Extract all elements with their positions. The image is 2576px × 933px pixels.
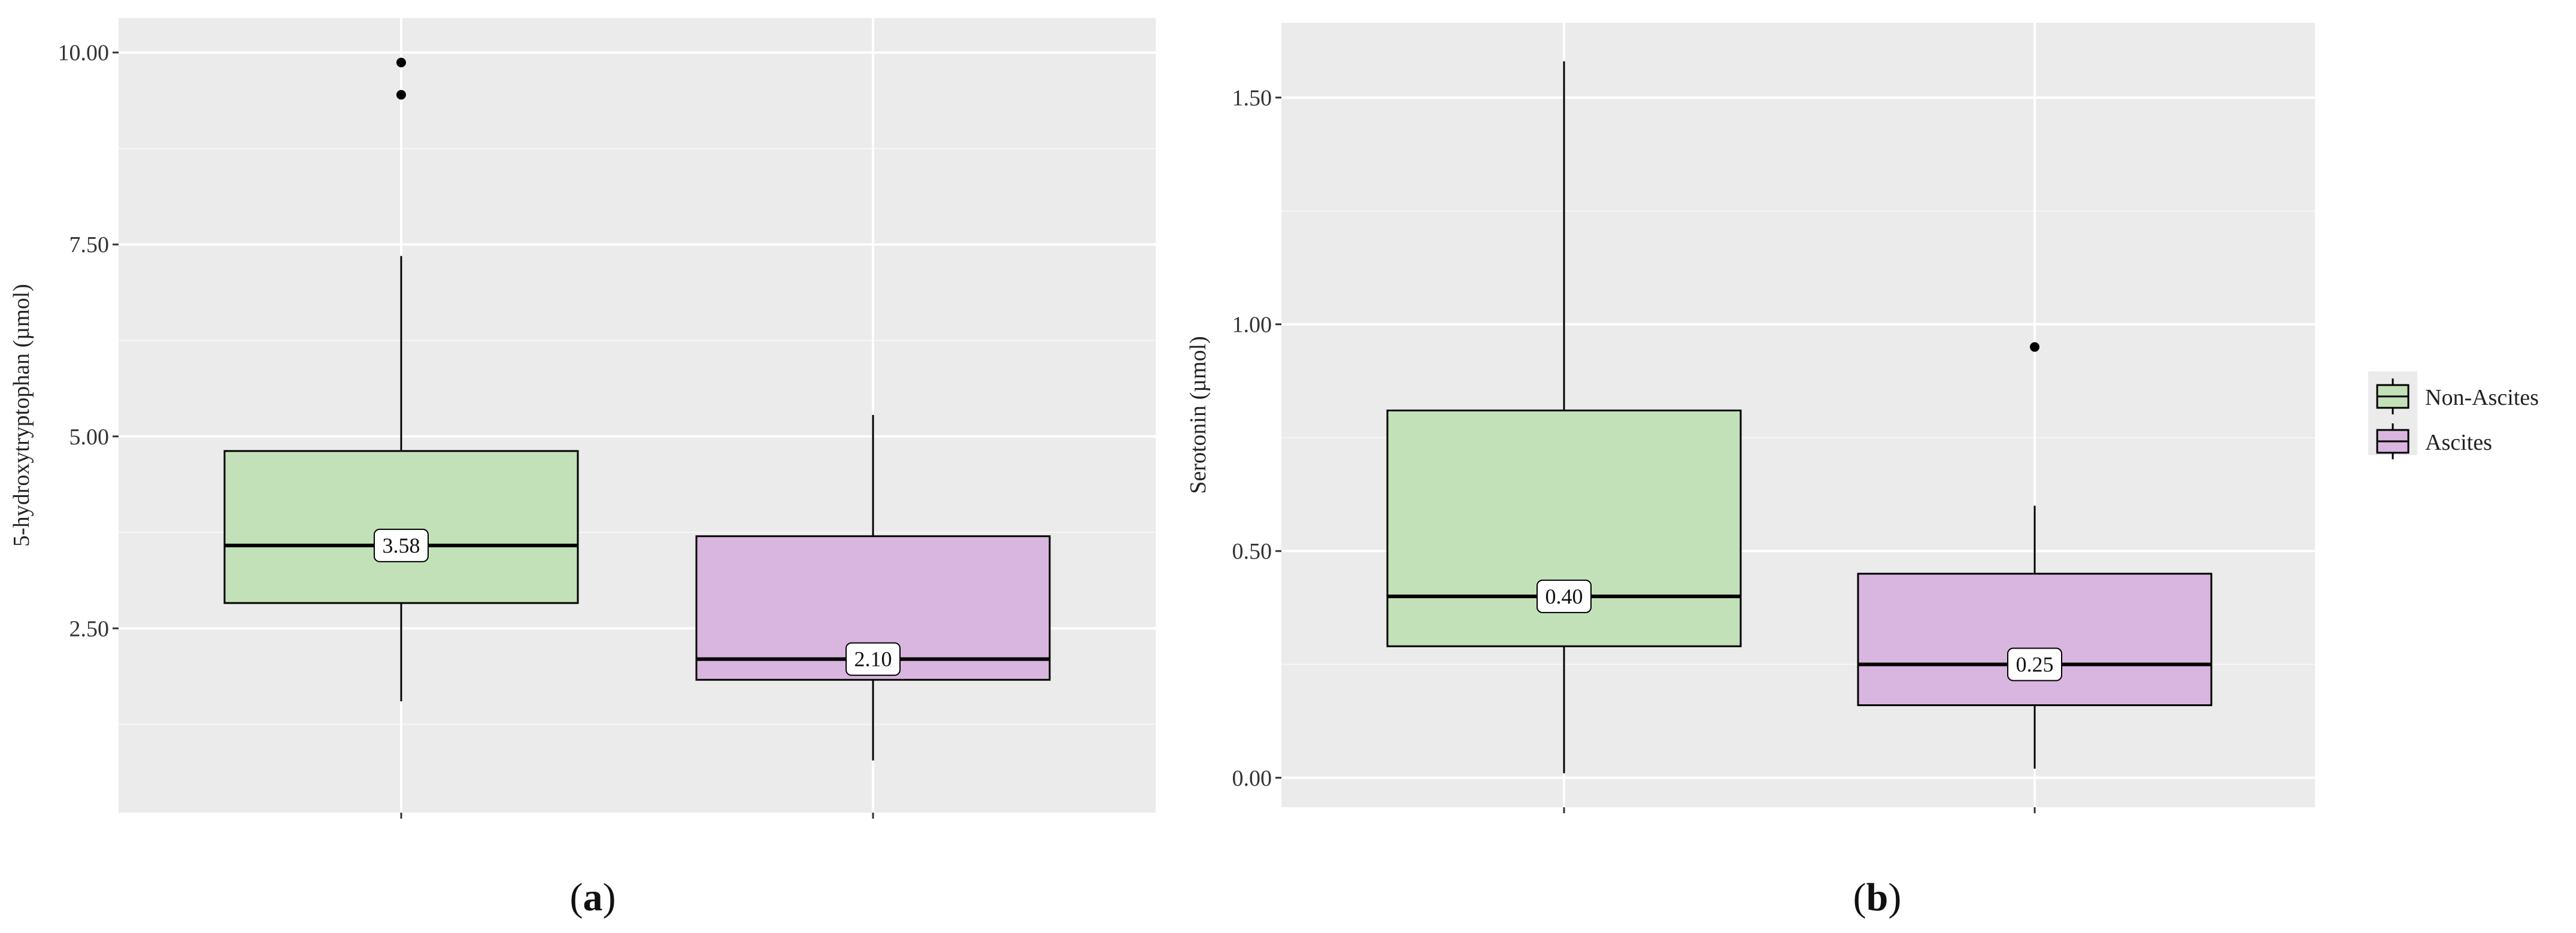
median-label: 0.25	[2016, 652, 2054, 676]
y-tick-label: 2.50	[69, 616, 110, 641]
y-tick-label: 0.50	[1232, 539, 1272, 564]
median-label-box	[374, 528, 429, 562]
box-ascites: 2.10	[695, 414, 1051, 761]
box-iqr	[1857, 572, 2213, 707]
box-ascites: 0.25	[1857, 342, 2213, 769]
plot-background	[119, 18, 1156, 813]
median-label-box	[845, 642, 901, 676]
panel-b: 0.00 0.50 1.00 1.50 Serotonin (µmol) 0.40 0.25	[1186, 23, 2315, 813]
y-tick-label: 5.00	[69, 425, 110, 450]
box-non-ascites: 3.58	[223, 57, 579, 702]
outlier-point	[396, 57, 406, 68]
box-non-ascites: 0.40	[1386, 61, 1742, 774]
panel-a-caption: (a)	[570, 876, 616, 919]
median-label-box	[1536, 579, 1592, 613]
median-label: 0.40	[1545, 584, 1583, 608]
panel-b-caption: (b)	[1853, 876, 1902, 919]
panel-a: 2.50 5.00 7.50 10.00 5-hydroxytryptophan (µm…	[9, 18, 1156, 819]
median-label: 2.10	[854, 647, 892, 671]
y-axis-title: 5-hydroxytryptophan (µmol)	[9, 284, 34, 547]
outlier-point	[2030, 342, 2039, 352]
y-tick-label: 7.50	[69, 232, 110, 258]
median-label: 3.58	[383, 534, 420, 558]
legend: Non-Ascites Ascites	[2368, 371, 2539, 459]
y-tick-label: 1.00	[1232, 313, 1272, 338]
median-label-box	[2007, 647, 2062, 681]
legend-label-ascites: Ascites	[2425, 430, 2492, 455]
legend-item-non-ascites: Non-Ascites	[2376, 378, 2539, 414]
panel-b-letter: b	[1866, 876, 1889, 919]
y-tick-label: 0.00	[1232, 766, 1272, 791]
y-axis-title: Serotonin (µmol)	[1186, 336, 1211, 494]
y-tick-label: 10.00	[58, 41, 110, 66]
legend-item-ascites: Ascites	[2376, 423, 2492, 459]
box-iqr	[223, 450, 579, 604]
panel-a-letter: a	[583, 876, 603, 919]
legend-label-non-ascites: Non-Ascites	[2425, 385, 2539, 410]
outlier-point	[396, 90, 406, 100]
y-tick-label: 1.50	[1232, 86, 1272, 111]
